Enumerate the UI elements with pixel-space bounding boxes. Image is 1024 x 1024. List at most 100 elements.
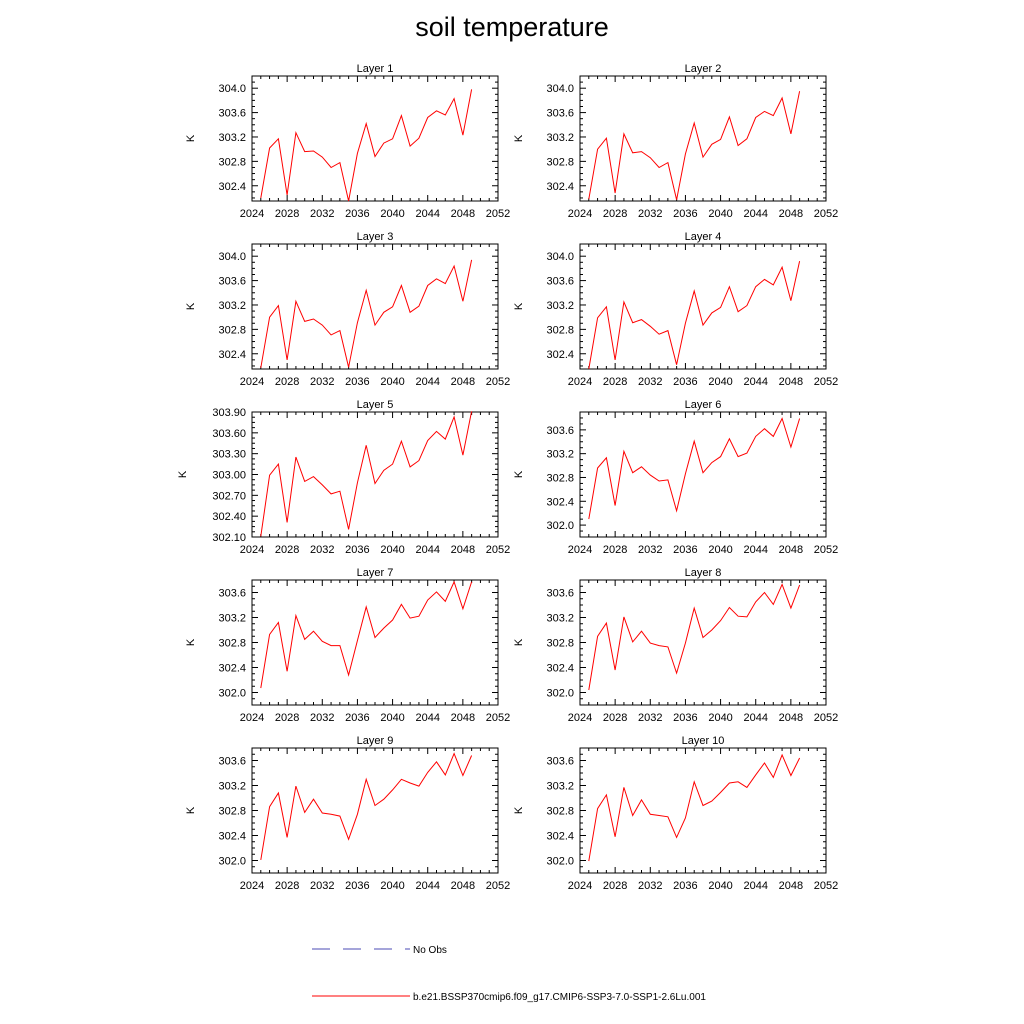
plot-frame [251, 411, 499, 538]
y-tick-label: 303.2 [218, 132, 246, 144]
x-tick-label: 2048 [451, 208, 475, 220]
y-tick-label: 303.6 [218, 588, 246, 600]
x-tick-label: 2044 [415, 712, 439, 724]
x-tick-label: 2040 [380, 208, 404, 220]
y-axis-label: K [185, 806, 197, 814]
series-line-layer-4 [588, 260, 801, 370]
x-tick-label: 2024 [568, 880, 592, 892]
x-tick-label: 2052 [814, 544, 838, 556]
x-tick-label: 2036 [345, 880, 369, 892]
y-axis-label: K [513, 638, 525, 646]
x-tick-label: 2028 [603, 544, 627, 556]
x-tick-label: 2028 [275, 880, 299, 892]
x-tick-label: 2032 [310, 712, 334, 724]
panel-title: Layer 9 [357, 735, 394, 747]
y-tick-label: 303.6 [218, 276, 246, 288]
x-tick-label: 2024 [568, 544, 592, 556]
panel-layer-9: Layer 9 2024 2028 2032 2036 2040 2044 2048 2052 3… [185, 735, 510, 892]
y-tick-label: 302.0 [546, 688, 574, 700]
panel-layer-2: Layer 2 2024 2028 2032 2036 2040 2044 2048 2052 3… [513, 63, 838, 220]
x-tick-label: 2024 [568, 208, 592, 220]
y-axis-label: K [513, 302, 525, 310]
x-tick-label: 2052 [486, 208, 510, 220]
series-line-layer-6 [588, 417, 801, 520]
y-tick-label: 303.2 [218, 300, 246, 312]
series-line-layer-7 [260, 580, 473, 689]
y-axis-label: K [513, 134, 525, 142]
series-line-layer-3 [260, 259, 473, 368]
series-line-layer-10 [588, 753, 801, 862]
x-tick-label: 2044 [743, 712, 767, 724]
x-tick-label: 2040 [380, 544, 404, 556]
x-tick-label: 2032 [638, 208, 662, 220]
x-tick-label: 2028 [275, 208, 299, 220]
y-tick-label: 303.6 [546, 588, 574, 600]
y-tick-label: 303.6 [546, 108, 574, 120]
series-line-layer-9 [260, 752, 473, 860]
x-tick-label: 2024 [240, 376, 264, 388]
x-tick-label: 2036 [673, 544, 697, 556]
x-tick-label: 2040 [708, 208, 732, 220]
plot-frame [579, 747, 827, 874]
y-tick-label: 302.8 [218, 324, 246, 336]
x-tick-label: 2044 [743, 208, 767, 220]
x-tick-label: 2044 [415, 880, 439, 892]
y-tick-label: 303.6 [546, 276, 574, 288]
y-tick-label: 303.2 [546, 449, 574, 461]
x-tick-label: 2024 [240, 544, 264, 556]
y-tick-label: 302.4 [218, 181, 246, 193]
y-tick-label: 302.4 [546, 831, 574, 843]
x-tick-label: 2048 [451, 880, 475, 892]
x-tick-label: 2036 [673, 880, 697, 892]
y-tick-label: 303.6 [546, 425, 574, 437]
y-tick-label: 304.0 [218, 83, 246, 95]
x-tick-label: 2044 [743, 880, 767, 892]
panel-title: Layer 10 [682, 735, 725, 747]
x-tick-label: 2036 [673, 376, 697, 388]
x-tick-label: 2032 [310, 880, 334, 892]
x-tick-label: 2028 [603, 208, 627, 220]
panel-title: Layer 2 [685, 63, 722, 75]
panel-layer-5: Layer 5 2024 2028 2032 2036 2040 2044 2048 2052 3… [177, 399, 510, 556]
plot-frame [251, 747, 499, 874]
y-tick-label: 303.6 [218, 108, 246, 120]
x-tick-label: 2040 [380, 712, 404, 724]
y-tick-label: 302.4 [546, 349, 574, 361]
x-tick-label: 2032 [638, 712, 662, 724]
x-tick-label: 2024 [240, 208, 264, 220]
x-tick-label: 2052 [486, 544, 510, 556]
x-tick-label: 2032 [310, 208, 334, 220]
x-tick-label: 2040 [708, 712, 732, 724]
y-tick-label: 302.8 [546, 324, 574, 336]
panel-layer-8: Layer 8 2024 2028 2032 2036 2040 2044 2048 2052 3… [513, 567, 838, 724]
panel-layer-7: Layer 7 2024 2028 2032 2036 2040 2044 2048 2052 3… [185, 567, 510, 724]
x-tick-label: 2028 [603, 880, 627, 892]
x-tick-label: 2048 [779, 544, 803, 556]
x-tick-label: 2028 [603, 712, 627, 724]
y-tick-label: 304.0 [546, 83, 574, 95]
x-tick-label: 2028 [275, 544, 299, 556]
panel-layer-10: Layer 10 2024 2028 2032 2036 2040 2044 2048 2052… [513, 735, 838, 892]
plot-frame [251, 579, 499, 706]
x-tick-label: 2032 [310, 544, 334, 556]
x-tick-label: 2040 [380, 880, 404, 892]
y-tick-label: 302.4 [546, 496, 574, 508]
x-tick-label: 2048 [451, 712, 475, 724]
y-axis-label: K [177, 470, 189, 478]
y-tick-label: 303.6 [546, 756, 574, 768]
y-tick-label: 303.30 [212, 449, 246, 461]
y-tick-label: 302.4 [218, 663, 246, 675]
x-tick-label: 2032 [638, 376, 662, 388]
panel-title: Layer 1 [357, 63, 394, 75]
y-tick-label: 302.4 [546, 181, 574, 193]
plot-frame [579, 411, 827, 538]
panel-title: Layer 8 [685, 567, 722, 579]
series-line-layer-2 [588, 91, 801, 200]
x-tick-label: 2048 [779, 376, 803, 388]
x-tick-label: 2044 [415, 544, 439, 556]
y-tick-label: 303.2 [546, 300, 574, 312]
y-tick-label: 303.2 [546, 132, 574, 144]
y-tick-label: 302.70 [212, 490, 246, 502]
x-tick-label: 2044 [743, 376, 767, 388]
